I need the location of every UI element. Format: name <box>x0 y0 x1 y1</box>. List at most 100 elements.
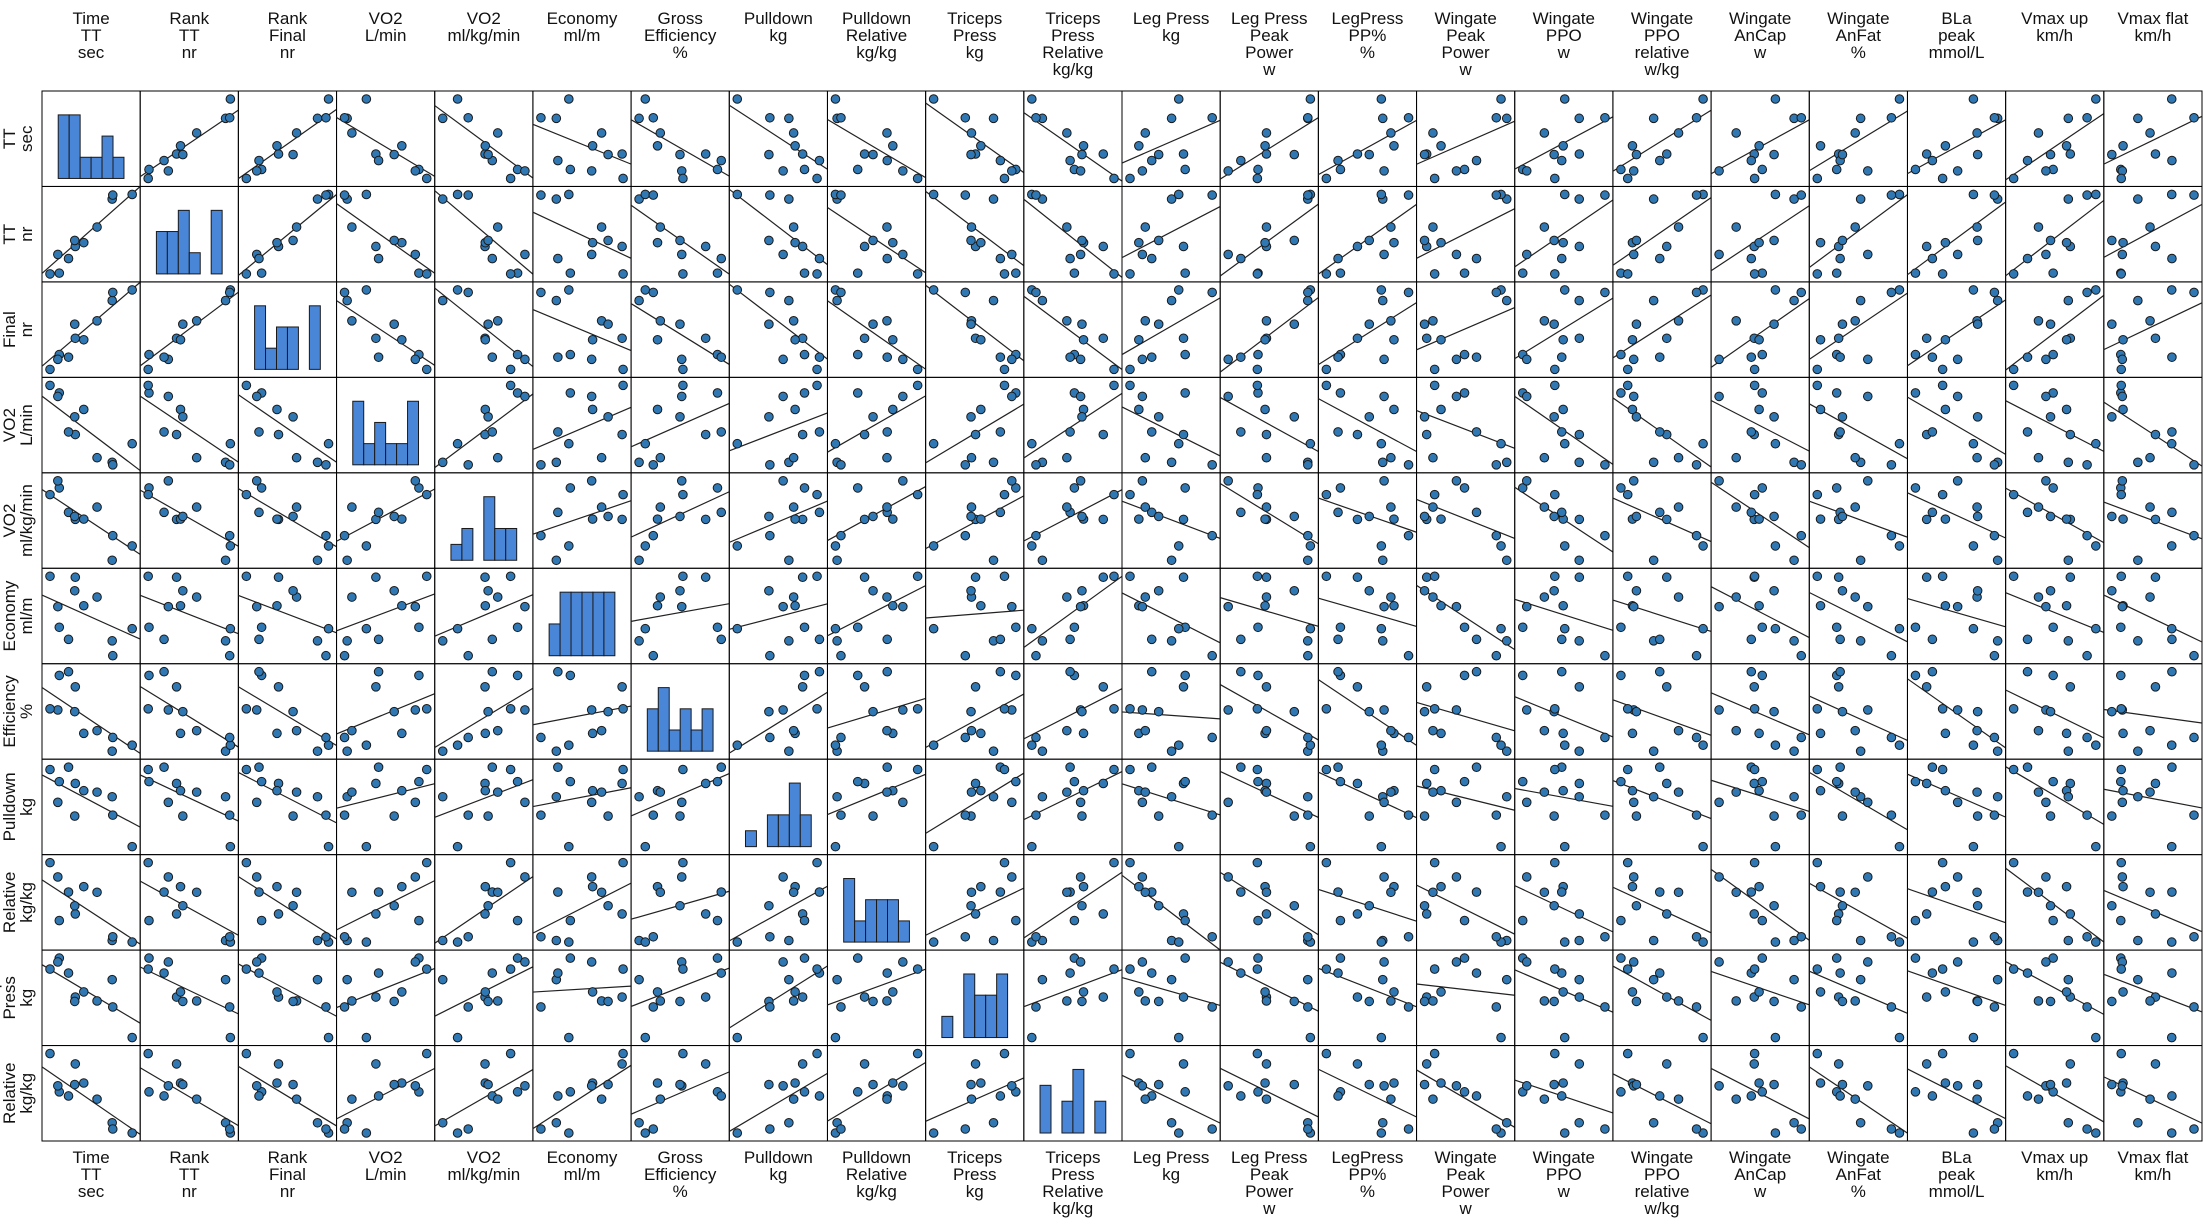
data-point <box>799 164 810 175</box>
data-point <box>1207 1124 1217 1134</box>
data-point <box>1109 364 1119 375</box>
fit-line <box>1219 871 1319 936</box>
data-point <box>220 555 231 566</box>
data-point <box>1691 460 1702 470</box>
data-point <box>966 725 977 736</box>
column-label-top: Leg Press <box>1231 9 1308 28</box>
data-point <box>1921 778 1932 789</box>
data-point <box>1321 764 1332 775</box>
fit-line <box>434 687 534 749</box>
data-point <box>2091 285 2101 295</box>
data-point <box>1989 732 2000 743</box>
data-point <box>966 235 976 246</box>
cell-frame <box>1317 185 1418 283</box>
data-point <box>2033 222 2044 232</box>
data-point <box>69 585 80 596</box>
data-point <box>1253 776 1263 787</box>
data-point <box>1180 915 1190 926</box>
data-point <box>912 1048 923 1059</box>
data-point <box>596 128 607 138</box>
data-point <box>1253 670 1263 681</box>
data-point <box>882 128 892 138</box>
data-point <box>339 112 350 123</box>
data-point <box>1386 787 1396 797</box>
data-point <box>1134 334 1144 345</box>
data-point <box>2150 514 2161 525</box>
row-label: nr <box>17 226 36 241</box>
data-point <box>587 141 598 151</box>
data-point <box>1451 476 1462 486</box>
data-point <box>778 957 788 967</box>
data-point <box>1691 112 1702 123</box>
cell-frame <box>1710 567 1810 665</box>
data-point <box>648 1002 659 1012</box>
data-point <box>256 915 267 926</box>
data-point <box>1631 412 1642 422</box>
data-point <box>1673 452 1684 463</box>
data-point <box>1989 287 2000 298</box>
data-point <box>163 705 174 715</box>
data-point <box>1207 190 1217 200</box>
data-point <box>63 352 74 362</box>
data-point <box>1436 334 1446 345</box>
data-point <box>2118 237 2128 248</box>
data-point <box>1550 571 1560 582</box>
data-point <box>70 1059 81 1069</box>
data-point <box>1559 937 1570 947</box>
data-point <box>1648 295 1659 306</box>
data-point <box>512 349 523 360</box>
data-point <box>2118 141 2128 151</box>
data-point <box>1303 460 1313 470</box>
data-point <box>1731 887 1741 898</box>
fit-line <box>827 968 926 1006</box>
data-point <box>342 974 352 985</box>
fit-line <box>1416 306 1515 351</box>
data-point <box>912 964 923 974</box>
data-point <box>640 841 651 852</box>
data-point <box>1661 992 1672 1002</box>
data-point <box>764 1079 774 1090</box>
data-point <box>2048 349 2058 360</box>
data-point <box>1303 810 1313 820</box>
data-point <box>1796 1124 1807 1134</box>
data-point <box>1831 776 1842 787</box>
data-point <box>832 636 842 646</box>
data-point <box>389 235 399 246</box>
data-point <box>2065 909 2076 919</box>
data-point <box>1835 762 1845 772</box>
data-point <box>1178 992 1189 1002</box>
data-point <box>882 968 893 978</box>
data-point <box>452 740 463 750</box>
data-point <box>272 404 282 415</box>
data-point <box>1137 797 1148 808</box>
data-point <box>1815 334 1826 345</box>
data-point <box>1539 502 1550 512</box>
data-point <box>1491 460 1502 470</box>
data-point <box>1770 541 1781 551</box>
data-point <box>1886 1002 1897 1012</box>
data-point <box>2065 149 2076 159</box>
data-point <box>999 489 1010 500</box>
data-point <box>1837 235 1848 246</box>
data-point <box>1654 155 1665 166</box>
data-point <box>1377 457 1388 468</box>
data-point <box>799 622 810 633</box>
data-point <box>272 785 282 796</box>
data-point <box>452 1032 463 1043</box>
data-point <box>1940 728 1951 739</box>
data-point <box>1815 237 1826 248</box>
data-point <box>536 190 546 200</box>
data-point <box>78 404 89 415</box>
data-point <box>1927 352 1938 362</box>
data-point <box>1146 634 1157 645</box>
data-point <box>505 1048 516 1059</box>
data-point <box>437 1117 448 1128</box>
data-point <box>1364 412 1375 422</box>
data-point <box>1352 572 1363 583</box>
histogram-bar <box>646 708 659 752</box>
data-point <box>2115 776 2126 787</box>
data-point <box>1558 728 1568 739</box>
data-point <box>361 623 372 634</box>
data-point <box>78 237 89 248</box>
data-point <box>1600 1124 1610 1134</box>
